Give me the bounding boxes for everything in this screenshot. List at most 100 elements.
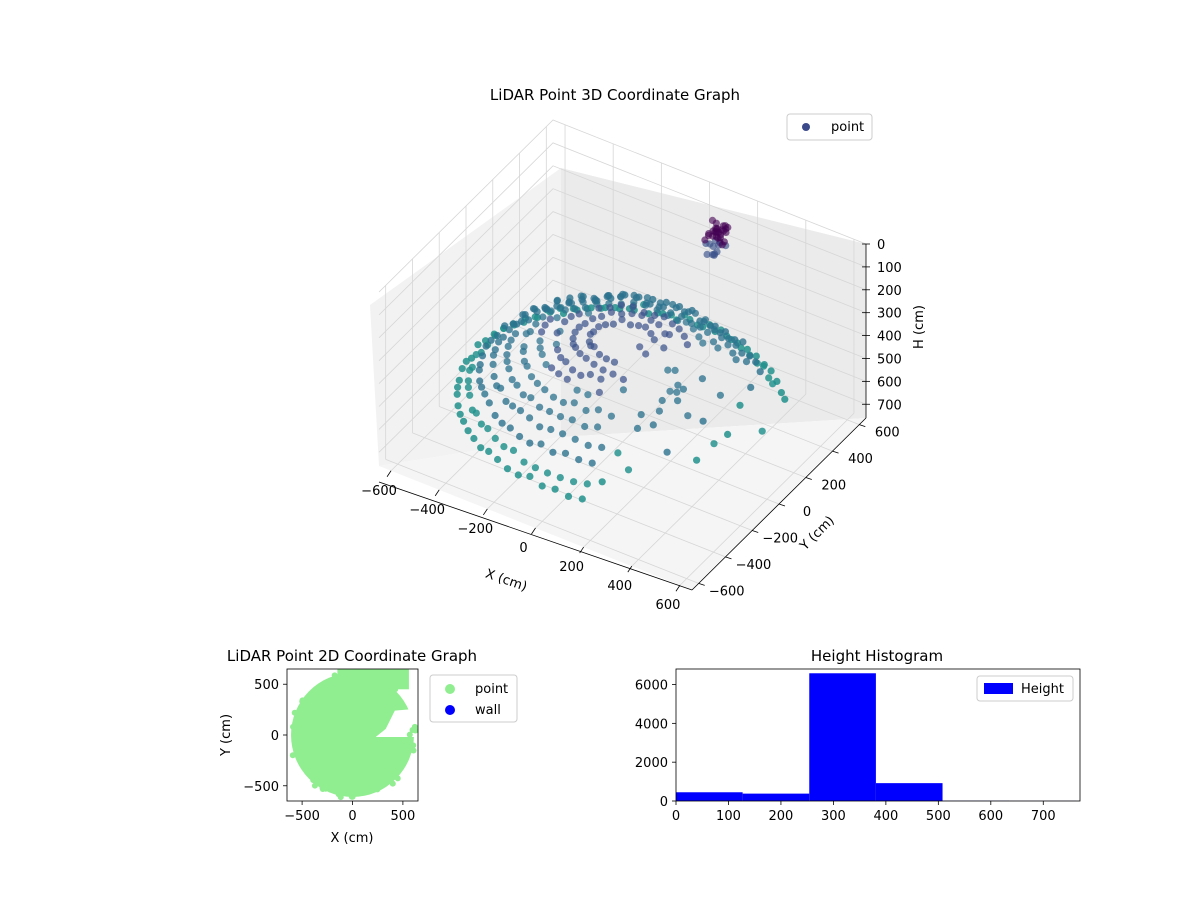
plot-2d-xlabel: X (cm)	[331, 831, 374, 846]
y-tick-mark	[778, 503, 786, 507]
point-3d	[590, 343, 598, 351]
point-3d	[454, 402, 462, 410]
x-tick-mark	[434, 489, 440, 497]
point-3d	[709, 242, 717, 250]
point-3d	[474, 341, 482, 349]
point-3d	[701, 316, 710, 324]
point-3d	[556, 413, 565, 421]
point-3d	[607, 412, 616, 420]
point-3d	[674, 317, 682, 325]
point-2d	[296, 753, 303, 760]
point-3d	[573, 386, 581, 394]
point-3d	[760, 362, 768, 370]
z-tick-label: 500	[877, 352, 902, 367]
point-3d	[500, 443, 508, 451]
x-tick-mark	[483, 508, 488, 516]
point-3d	[710, 440, 718, 448]
point-3d	[538, 482, 546, 490]
point-3d	[536, 423, 544, 431]
y-tick-label: 200	[821, 479, 846, 494]
point-3d	[505, 326, 513, 334]
point-3d	[582, 406, 590, 415]
x-tick-mark	[627, 565, 633, 573]
plot-hist-ticks: 0 100 200 300 400 500 600 700 0 2000 4000 6000	[635, 679, 1056, 824]
point-2d	[374, 786, 381, 793]
point-3d	[614, 449, 622, 457]
point-3d	[536, 337, 544, 345]
x-tick-label: 400	[873, 809, 898, 824]
point-2d	[412, 727, 418, 734]
point-3d	[653, 306, 661, 314]
z-tick-label: 0	[877, 238, 885, 253]
point-3d	[588, 459, 596, 467]
point-3d	[532, 320, 540, 328]
point-3d	[618, 316, 626, 324]
point-3d	[559, 398, 568, 407]
point-3d	[458, 365, 466, 373]
point-2d	[289, 752, 296, 759]
point-3d	[598, 443, 606, 451]
point-3d	[586, 370, 595, 379]
y-tick-mark	[725, 556, 732, 560]
missing-sector	[375, 708, 418, 738]
point-3d	[553, 296, 562, 304]
point-3d	[569, 334, 577, 343]
point-3d	[548, 364, 556, 372]
point-3d	[472, 351, 480, 359]
point-3d	[752, 358, 760, 366]
point-2d	[311, 782, 318, 789]
point-3d	[555, 370, 563, 378]
point-2d	[397, 701, 404, 708]
y-tick-label: 600	[875, 426, 900, 441]
point-2d	[310, 777, 317, 784]
point-3d	[714, 344, 722, 352]
point-3d	[604, 292, 612, 300]
y-tick-label: 6000	[635, 679, 668, 694]
point-3d	[732, 341, 740, 349]
point-3d	[769, 380, 777, 388]
point-3d	[669, 300, 677, 309]
point-2d	[348, 793, 355, 800]
x-tick-mark	[579, 546, 584, 554]
point-3d	[736, 401, 744, 409]
point-3d	[516, 432, 524, 441]
grid-line	[439, 406, 753, 531]
point-3d	[693, 456, 701, 464]
plot-3d-legend: point	[786, 113, 873, 141]
point-3d	[718, 334, 726, 342]
point-3d	[703, 250, 711, 258]
point-3d	[642, 301, 650, 309]
point-3d	[581, 422, 589, 431]
x-tick-label: 100	[716, 809, 741, 824]
point-3d	[595, 323, 603, 331]
plot-3d-points	[453, 216, 789, 503]
point-3d	[630, 291, 638, 299]
point-3d	[633, 424, 642, 432]
point-3d	[595, 388, 604, 396]
point-3d	[594, 423, 602, 431]
y-tick-label: 4000	[635, 717, 668, 732]
grid-line	[492, 353, 806, 478]
point-3d	[522, 330, 530, 338]
z-tick-label: 700	[877, 398, 902, 413]
point-3d	[609, 320, 618, 328]
y-tick-label: 0	[660, 795, 668, 810]
point-3d	[478, 352, 487, 360]
plot-hist-legend-marker	[984, 683, 1013, 694]
plot-hist-frame	[675, 668, 1081, 802]
z-tick-label: 200	[877, 284, 902, 299]
point-3d	[509, 446, 518, 454]
point-3d	[526, 472, 534, 480]
point-3d	[576, 350, 584, 358]
point-3d	[718, 241, 726, 249]
y-tick-label: 0	[271, 729, 279, 744]
y-tick-mark	[752, 530, 759, 533]
point-3d	[464, 427, 472, 435]
point-3d	[679, 385, 688, 393]
point-3d	[547, 425, 555, 434]
point-3d	[533, 379, 542, 387]
point-3d	[491, 346, 499, 354]
point-3d	[695, 333, 703, 341]
point-3d	[498, 419, 506, 427]
point-3d	[683, 341, 692, 349]
